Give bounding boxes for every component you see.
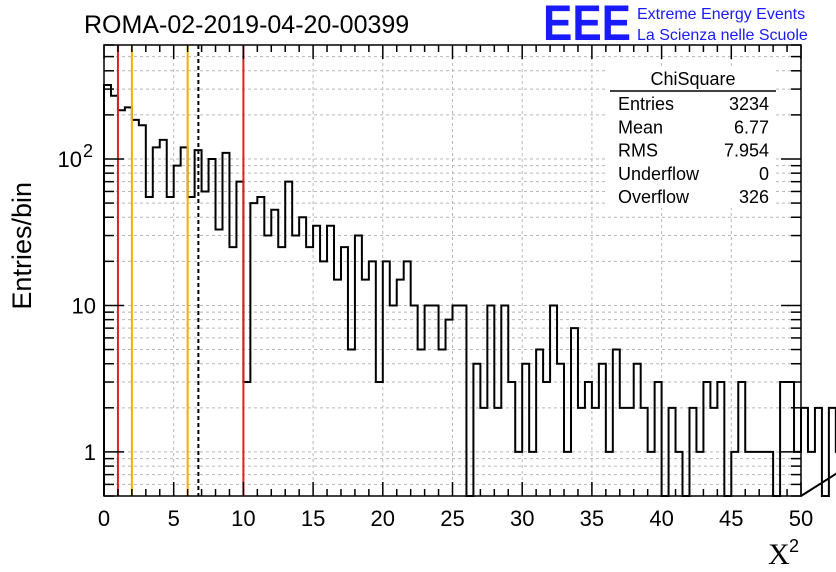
x-axis-title-superscript: 2	[789, 536, 799, 556]
stats-title: ChiSquare	[650, 69, 735, 89]
logo-line-2: La Scienza nelle Scuole	[637, 27, 808, 44]
stats-row-label: Underflow	[618, 164, 700, 184]
stats-row-value: 3234	[729, 94, 769, 114]
plot-frame	[103, 44, 802, 497]
y-tick-label: 1	[84, 440, 96, 465]
y-tick-label: 10	[72, 293, 96, 318]
histogram	[103, 83, 836, 497]
stats-row-label: Entries	[618, 94, 674, 114]
logo-line-1: Extreme Energy Events	[637, 6, 805, 23]
y-axis-title: Entries/bin	[7, 182, 37, 310]
x-tick-label: 50	[789, 506, 813, 531]
stats-row-value: 0	[759, 164, 769, 184]
x-tick-label: 30	[510, 506, 534, 531]
x-tick-label: 5	[168, 506, 180, 531]
stats-row-value: 6.77	[734, 117, 769, 137]
stats-row-value: 7.954	[724, 141, 769, 161]
x-tick-label: 35	[580, 506, 604, 531]
stats-row-label: Overflow	[618, 187, 690, 207]
x-tick-label: 40	[649, 506, 673, 531]
stats-box-background	[606, 66, 776, 208]
x-tick-label: 0	[98, 506, 110, 531]
x-tick-label: 10	[231, 506, 255, 531]
axis-ticks	[103, 44, 802, 497]
stats-box: ChiSquare Entries 3234 Mean 6.77 RMS 7.954 Und…	[606, 66, 776, 208]
x-axis-title-main: X	[768, 538, 790, 571]
stats-rows: Entries 3234 Mean 6.77 RMS 7.954 Underflow 0 Ove…	[618, 94, 769, 207]
histogram-outline	[103, 83, 836, 497]
x-axis-title: X 2	[768, 536, 799, 571]
reference-lines	[116, 45, 245, 496]
y-tick-label-exponent: 2	[83, 141, 93, 161]
x-tick-labels: 0 5 10 15 20 25 30 35 40 45 50	[98, 506, 813, 531]
plot-title: ROMA-02-2019-04-20-00399	[84, 11, 409, 39]
stats-row-label: RMS	[618, 141, 658, 161]
stats-row-label: Mean	[618, 117, 663, 137]
y-tick-label: 10	[58, 147, 82, 172]
x-tick-label: 45	[719, 506, 743, 531]
stats-row-value: 326	[739, 187, 769, 207]
x-tick-label: 20	[371, 506, 395, 531]
x-tick-label: 25	[440, 506, 464, 531]
logo-eee: EEE	[543, 0, 631, 51]
x-tick-label: 15	[301, 506, 325, 531]
